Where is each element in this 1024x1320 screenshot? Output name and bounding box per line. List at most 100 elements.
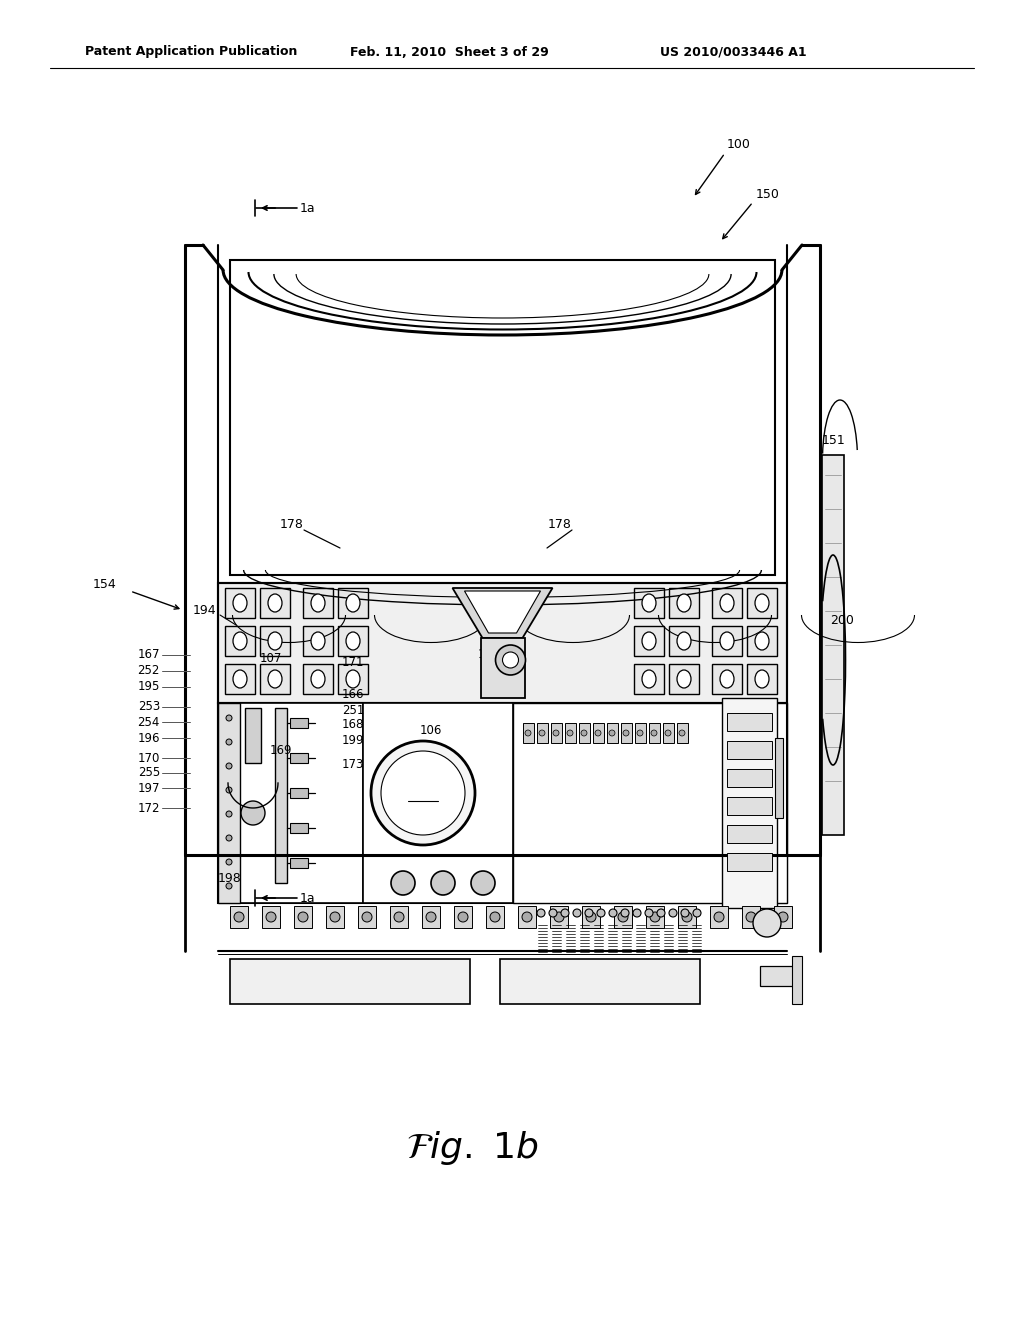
Circle shape	[226, 715, 232, 721]
Text: 252: 252	[137, 664, 160, 677]
Bar	[822, 455, 844, 836]
Circle shape	[585, 909, 593, 917]
Circle shape	[391, 871, 415, 895]
Bar	[669, 587, 699, 618]
Circle shape	[693, 909, 701, 917]
Bar	[712, 587, 742, 618]
Text: 199: 199	[342, 734, 365, 747]
Bar	[390, 906, 408, 928]
Circle shape	[586, 912, 596, 921]
Circle shape	[753, 909, 781, 937]
Bar	[225, 626, 255, 656]
Circle shape	[496, 645, 525, 675]
Circle shape	[490, 912, 500, 921]
Circle shape	[746, 912, 756, 921]
Ellipse shape	[311, 671, 325, 688]
Circle shape	[503, 652, 518, 668]
Bar	[230, 960, 470, 1005]
Circle shape	[665, 730, 671, 737]
Bar	[579, 723, 590, 743]
Circle shape	[226, 763, 232, 770]
Bar	[218, 704, 240, 903]
Text: 150: 150	[756, 187, 780, 201]
Circle shape	[651, 730, 657, 737]
Text: 194: 194	[193, 603, 217, 616]
Circle shape	[226, 739, 232, 744]
Circle shape	[458, 912, 468, 921]
Text: 198: 198	[218, 871, 242, 884]
Circle shape	[537, 909, 545, 917]
Text: 1a: 1a	[300, 891, 315, 904]
Bar	[338, 626, 368, 656]
Ellipse shape	[677, 594, 691, 612]
Circle shape	[539, 730, 545, 737]
Bar	[260, 664, 290, 694]
Bar	[537, 723, 548, 743]
Ellipse shape	[268, 671, 282, 688]
Circle shape	[298, 912, 308, 921]
Bar	[727, 713, 772, 731]
Bar	[746, 626, 777, 656]
Bar	[727, 770, 772, 787]
Circle shape	[682, 912, 692, 921]
Ellipse shape	[233, 632, 247, 649]
Bar	[362, 704, 513, 903]
Bar	[774, 906, 792, 928]
Ellipse shape	[720, 671, 734, 688]
Circle shape	[633, 909, 641, 917]
Ellipse shape	[642, 632, 656, 649]
Bar	[746, 587, 777, 618]
Text: 255: 255	[138, 767, 160, 780]
Bar	[550, 906, 568, 928]
Polygon shape	[453, 587, 553, 638]
Bar	[225, 664, 255, 694]
Circle shape	[226, 859, 232, 865]
Circle shape	[226, 810, 232, 817]
Text: Patent Application Publication: Patent Application Publication	[85, 45, 297, 58]
Text: 170: 170	[137, 751, 160, 764]
Ellipse shape	[755, 632, 769, 649]
Bar	[518, 906, 536, 928]
Bar	[712, 626, 742, 656]
Bar	[677, 723, 688, 743]
Circle shape	[241, 801, 265, 825]
Circle shape	[609, 730, 615, 737]
Bar	[303, 626, 333, 656]
Circle shape	[573, 909, 581, 917]
Bar	[722, 698, 777, 908]
Circle shape	[330, 912, 340, 921]
Circle shape	[266, 912, 276, 921]
Bar	[326, 906, 344, 928]
Circle shape	[426, 912, 436, 921]
Circle shape	[669, 909, 677, 917]
Circle shape	[681, 909, 689, 917]
Text: 171: 171	[342, 656, 365, 669]
Bar	[290, 752, 308, 763]
Text: 169: 169	[270, 743, 293, 756]
Bar	[742, 906, 760, 928]
Ellipse shape	[268, 594, 282, 612]
Bar	[775, 738, 783, 818]
Bar	[646, 906, 664, 928]
Bar	[634, 664, 664, 694]
Text: US 2010/0033446 A1: US 2010/0033446 A1	[660, 45, 807, 58]
Text: 254: 254	[137, 715, 160, 729]
Ellipse shape	[346, 671, 360, 688]
Bar	[358, 906, 376, 928]
Circle shape	[567, 730, 573, 737]
Circle shape	[618, 912, 628, 921]
Text: 167: 167	[137, 648, 160, 661]
Text: 195: 195	[137, 681, 160, 693]
Bar	[634, 587, 664, 618]
Text: 253: 253	[138, 701, 160, 714]
Circle shape	[645, 909, 653, 917]
Text: 107: 107	[260, 652, 283, 664]
Circle shape	[549, 909, 557, 917]
Circle shape	[234, 912, 244, 921]
Circle shape	[621, 909, 629, 917]
Polygon shape	[465, 591, 541, 634]
Bar	[669, 664, 699, 694]
Bar	[303, 664, 333, 694]
Bar	[500, 960, 700, 1005]
Circle shape	[226, 787, 232, 793]
